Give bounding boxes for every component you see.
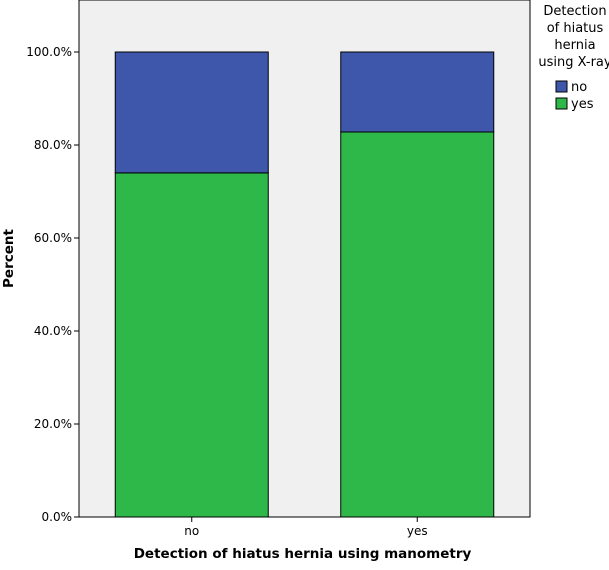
bar-no-yes	[114, 172, 269, 518]
x-tick-label: no	[184, 524, 199, 538]
bar-yes-no	[340, 51, 495, 133]
bar-no-no	[114, 51, 269, 174]
y-tick-label: 20.0%	[34, 417, 72, 431]
y-tick-label: 100.0%	[26, 45, 72, 59]
bar-yes-yes	[340, 131, 495, 518]
legend-swatch-no	[555, 80, 568, 93]
y-tick-label: 0.0%	[42, 510, 73, 524]
y-tick-label: 60.0%	[34, 231, 72, 245]
legend-label-no: no	[571, 80, 587, 95]
legend-title-line: of hiatus	[547, 21, 604, 36]
x-axis-title: Detection of hiatus hernia using manomet…	[134, 546, 472, 562]
y-tick-label: 40.0%	[34, 324, 72, 338]
y-tick-label: 80.0%	[34, 138, 72, 152]
legend-swatch-yes	[555, 97, 568, 110]
y-axis: 0.0% 20.0% 40.0% 60.0% 80.0% 100.0%	[26, 45, 79, 524]
legend-label-yes: yes	[571, 97, 594, 112]
legend-title-line: hernia	[554, 38, 595, 53]
legend-title-line: Detection	[543, 4, 606, 19]
x-axis: no yes	[184, 517, 428, 538]
legend: Detection of hiatus hernia using X-ray no yes	[538, 4, 609, 112]
legend-title-line: using X-ray	[538, 55, 609, 70]
x-tick-label: yes	[407, 524, 428, 538]
y-axis-title: Percent	[1, 228, 17, 287]
bars-group	[114, 51, 495, 518]
